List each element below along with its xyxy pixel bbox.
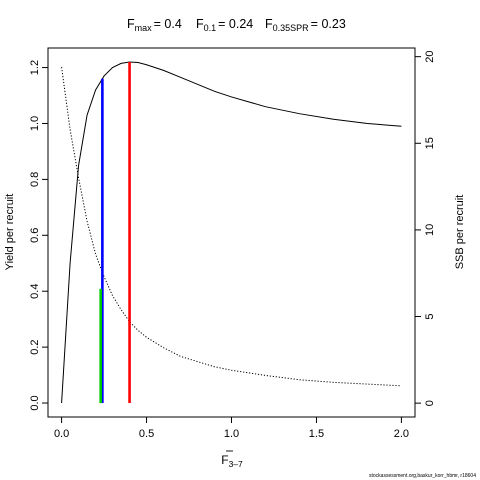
y-left-tick-label: 0.2 [29,339,41,354]
x-axis-label: F3–7 [221,453,243,469]
yield-per-recruit-line [61,61,402,404]
title-fmax: Fmax = 0.4 [127,17,182,33]
ssb-per-recruit-line [61,66,402,387]
y-left-tick-label: 1.2 [29,60,41,75]
series-layer [61,61,402,404]
y-right-tick-label: 5 [424,313,436,319]
x-tick-label: 2.0 [394,428,409,440]
y-left-tick-label: 0.8 [29,172,41,187]
x-tick-label: 0.0 [54,428,69,440]
y-axis-left: 0.0 0.2 0.4 0.6 0.8 1.0 1.2 [29,60,48,411]
y-right-tick-label: 0 [424,400,436,406]
y-axis-right-label: SSB per recruit [454,195,466,270]
y-right-tick-label: 15 [424,137,436,149]
y-left-tick-label: 1.0 [29,116,41,131]
y-left-tick-label: 0.4 [29,284,41,299]
footer-credit: stockassessment.org,baskur_korr_hbmr, r1… [369,473,476,479]
x-tick-label: 0.5 [139,428,154,440]
title-f35spr: F0.35SPR = 0.23 [265,17,346,33]
x-tick-label: 1.0 [224,428,239,440]
y-left-tick-label: 0.0 [29,395,41,410]
y-left-tick-label: 0.6 [29,228,41,243]
chart-title: Fmax = 0.4 F0.1 = 0.24 F0.35SPR = 0.23 [127,17,346,33]
y-right-tick-label: 20 [424,51,436,63]
title-f01: F0.1 = 0.24 [196,17,253,33]
y-axis-right: 0 5 10 15 20 [415,51,436,406]
y-axis-left-label: Yield per recruit [4,194,16,271]
x-axis: 0.0 0.5 1.0 1.5 2.0 [54,417,409,440]
reference-lines-layer [99,61,131,404]
x-tick-label: 1.5 [309,428,324,440]
y-right-tick-label: 10 [424,224,436,236]
